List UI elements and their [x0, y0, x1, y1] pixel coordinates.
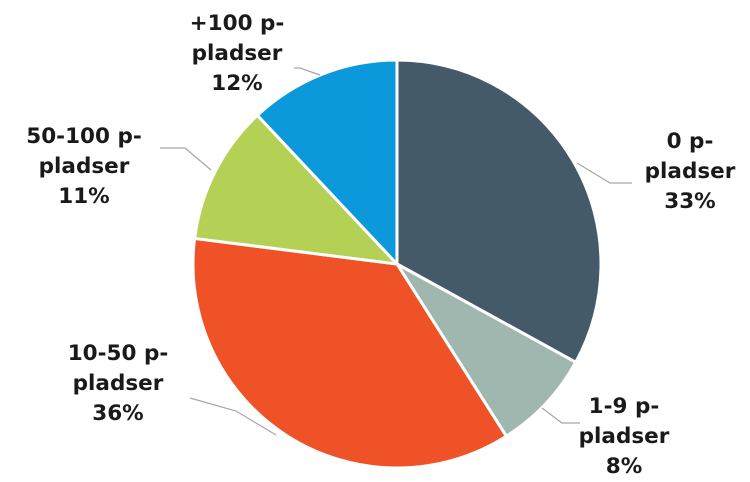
- slice-label-line: pladser: [579, 424, 670, 449]
- pie-slice: [191, 236, 508, 470]
- pie-slice: [193, 113, 399, 266]
- slice-label: 50-100 p-pladser 11%: [26, 124, 142, 209]
- slice-label-line: +100 p-: [190, 11, 285, 36]
- slice-label: 1-9 p-pladser 8%: [579, 394, 670, 479]
- leader-line: [160, 147, 212, 171]
- slice-label-line: 8%: [606, 454, 643, 479]
- slice-label-line: pladser: [39, 154, 130, 179]
- slice-label-line: 50-100 p-: [26, 124, 142, 149]
- slice-label-line: 33%: [664, 189, 715, 214]
- slice-labels: 0 p-pladser 33% 1-9 p-pladser 8% 10-50 p-pla…: [26, 11, 735, 479]
- slice-label-line: 36%: [92, 401, 143, 426]
- leader-line: [189, 397, 277, 436]
- leader-lines: [160, 67, 632, 436]
- slice-label: 0 p-pladser 33%: [645, 129, 736, 214]
- slice-label-line: 1-9 p-: [589, 394, 660, 419]
- slice-label-line: 11%: [58, 184, 109, 209]
- slice-label-line: pladser: [192, 41, 283, 66]
- slice-label-line: 12%: [211, 71, 262, 96]
- pie-slice: [395, 262, 578, 438]
- leader-line: [541, 407, 580, 424]
- slice-label-line: 10-50 p-: [68, 341, 169, 366]
- leader-line: [576, 162, 632, 184]
- pie-slice: [255, 58, 399, 266]
- slice-label-line: pladser: [645, 159, 736, 184]
- slice-label: 10-50 p-pladser 36%: [68, 341, 169, 426]
- leader-line: [294, 67, 321, 76]
- pie-slices: [191, 58, 603, 470]
- slice-label: +100 p-pladser 12%: [190, 11, 285, 96]
- slice-label-line: 0 p-: [667, 129, 714, 154]
- pie-slice: [395, 58, 603, 364]
- slice-label-line: pladser: [73, 371, 164, 396]
